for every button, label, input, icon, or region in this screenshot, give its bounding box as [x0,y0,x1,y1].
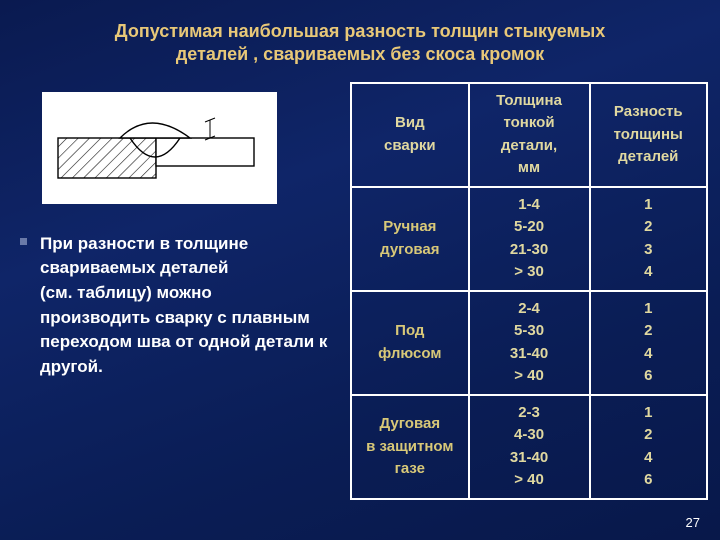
col-header-diff: Разность толщины деталей [590,83,707,187]
col-header-type: Вид сварки [351,83,468,187]
cell-diff: 1 2 4 6 [590,291,707,395]
content-row: При разности в толщине свариваемых детал… [0,72,720,500]
cell-thickness: 1-4 5-20 21-30 > 30 [469,187,590,291]
bullet-line3: (см. таблицу) можно [40,283,212,302]
bullet-block: При разности в толщине свариваемых детал… [12,232,340,380]
page-number: 27 [686,515,700,530]
cell-diff: 1 2 3 4 [590,187,707,291]
table-row: Ручная дуговая 1-4 5-20 21-30 > 30 1 2 3… [351,187,707,291]
bullet-line4: производить сварку с плавным переходом ш… [40,308,327,376]
bullet-icon [20,238,27,245]
bullet-text: При разности в толщине свариваемых детал… [40,232,340,380]
slide-title: Допустимая наибольшая разность толщин ст… [0,0,720,72]
table-row: Под флюсом 2-4 5-30 31-40 > 40 1 2 4 6 [351,291,707,395]
left-column: При разности в толщине свариваемых детал… [12,82,340,500]
welding-table: Вид сварки Толщина тонкой детали, мм Раз… [350,82,708,500]
table-row: Дуговая в защитном газе 2-3 4-30 31-40 >… [351,395,707,499]
cell-weld-type: Под флюсом [351,291,468,395]
cell-thickness: 2-4 5-30 31-40 > 40 [469,291,590,395]
cell-weld-type: Дуговая в защитном газе [351,395,468,499]
bullet-line1: При разности в толщине [40,234,248,253]
cell-weld-type: Ручная дуговая [351,187,468,291]
cell-diff: 1 2 4 6 [590,395,707,499]
weld-cross-section-diagram [42,92,277,204]
title-line1: Допустимая наибольшая разность толщин ст… [115,21,605,41]
bullet-line2: свариваемых деталей [40,258,228,277]
cell-thickness: 2-3 4-30 31-40 > 40 [469,395,590,499]
title-line2: деталей , свариваемых без скоса кромок [176,44,544,64]
col-header-thickness: Толщина тонкой детали, мм [469,83,590,187]
right-column: Вид сварки Толщина тонкой детали, мм Раз… [350,82,708,500]
table-header-row: Вид сварки Толщина тонкой детали, мм Раз… [351,83,707,187]
